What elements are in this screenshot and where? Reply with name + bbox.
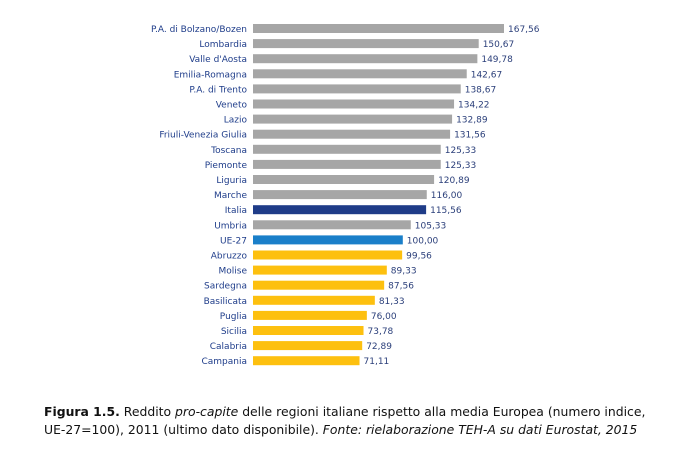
value-label: 81,33 [379,297,405,307]
value-label: 131,56 [454,131,486,141]
category-label: P.A. di Trento [189,85,247,95]
bar [253,295,375,305]
bar [253,54,478,64]
category-label: P.A. di Bolzano/Bozen [151,25,247,35]
category-label: Sardegna [204,282,247,292]
bar [253,99,455,109]
category-label: Emilia-Romagna [174,70,247,80]
bar [253,250,403,260]
value-label: 115,56 [430,206,462,216]
bar [253,310,367,320]
bar [253,205,427,215]
bar [253,24,504,33]
bar [253,265,387,275]
category-label: Piemonte [205,161,248,171]
category-label: Italia [225,206,247,216]
value-label: 76,00 [371,312,397,322]
category-label: Toscana [210,146,247,156]
category-label: Calabria [210,342,247,352]
bar [253,235,403,245]
value-label: 116,00 [431,191,463,201]
category-label: UE-27 [220,236,247,246]
caption-line2: UE-27=100), 2011 (ultimo dato disponibil… [44,422,323,437]
category-label: Friuli-Venezia Giulia [159,131,247,141]
bar [253,69,467,79]
category-label: Liguria [216,176,247,186]
bar [253,144,441,154]
value-label: 89,33 [391,267,417,277]
value-label: 150,67 [483,40,515,50]
value-label: 71,11 [364,357,390,367]
figure-label: Figura 1.5. [44,404,120,419]
category-label: Basilicata [204,297,247,307]
value-label: 142,67 [471,70,503,80]
caption-source: Fonte: rielaborazione TEH-A su dati Euro… [322,422,638,437]
value-label: 134,22 [458,101,490,111]
category-label: Veneto [216,101,248,111]
category-label: Lombardia [199,40,247,50]
category-label: Molise [219,267,248,277]
value-label: 73,78 [368,327,394,337]
value-label: 87,56 [388,282,414,292]
value-label: 149,78 [481,55,513,65]
value-label: 125,33 [445,161,477,171]
value-label: 99,56 [406,252,432,262]
category-label: Sicilia [221,327,247,337]
category-label: Abruzzo [211,252,248,262]
category-label: Lazio [224,116,248,126]
bar [253,280,385,290]
bar-chart: P.A. di Bolzano/Bozen 167,56 Lombardia 150,… [151,24,540,367]
value-label: 132,89 [456,116,488,126]
bar [253,159,441,169]
category-label: Puglia [220,312,247,322]
bar [253,341,363,351]
bar [253,356,360,366]
bar [253,190,427,200]
figure-caption: Figura 1.5. Reddito pro-capite delle reg… [44,403,674,439]
bar [253,175,435,184]
bar [253,129,451,139]
category-label: Campania [201,357,247,367]
caption-text-2: delle regioni italiane rispetto alla med… [238,404,646,419]
caption-italic: pro-capite [175,404,239,419]
bar [253,326,364,335]
category-label: Marche [214,191,247,201]
bar [253,220,411,230]
value-label: 120,89 [438,176,470,186]
bar [253,114,453,124]
value-label: 72,89 [366,342,392,352]
caption-text-1: Reddito [119,404,176,419]
category-label: Valle d'Aosta [189,55,247,65]
value-label: 105,33 [415,221,447,231]
value-label: 138,67 [465,85,497,95]
category-label: Umbria [214,221,247,231]
value-label: 100,00 [407,236,439,246]
bar [253,84,461,94]
value-label: 167,56 [508,25,540,35]
value-label: 125,33 [445,146,477,156]
bar [253,39,479,49]
